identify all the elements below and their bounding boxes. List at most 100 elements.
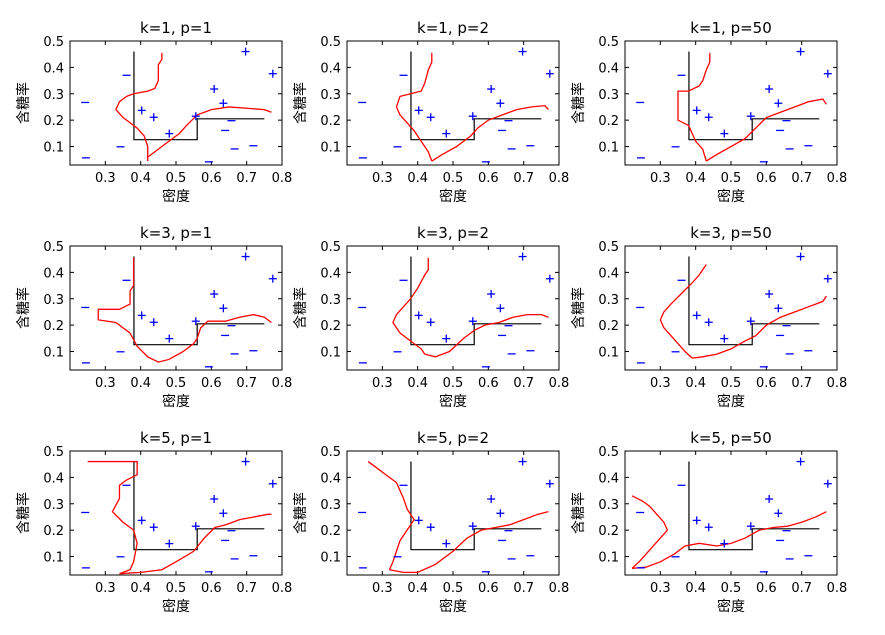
knn-boundary-right: [196, 313, 272, 339]
x-tick-label: 0.4: [685, 171, 706, 186]
knn-boundary-left: [367, 461, 415, 570]
subplot-title: k=5, p=1: [140, 429, 212, 447]
x-tick-label: 0.3: [650, 581, 671, 596]
knn-boundary-right: [632, 511, 827, 570]
subplot-3: k=1, p=50 0.3 0.4 0.5 0.6 0.7 0.8 0.1 0.2 0.3 0.4 0…: [570, 19, 847, 205]
axes-frame: [346, 245, 560, 371]
knn-boundary-left: [115, 52, 163, 162]
subplot-title: k=3, p=2: [417, 224, 489, 242]
y-tick-label: 0.3: [598, 498, 619, 513]
y-tick-label: 0.1: [320, 346, 341, 361]
x-tick-label: 0.5: [721, 171, 742, 186]
x-tick-label: 0.5: [721, 376, 742, 391]
x-tick-label: 0.6: [201, 376, 222, 391]
subplot-title: k=1, p=2: [417, 19, 489, 37]
x-tick-label: 0.3: [95, 376, 116, 391]
knn-boundary-right: [705, 98, 827, 162]
knn-boundary-right: [119, 513, 272, 575]
x-tick-label: 0.7: [513, 581, 534, 596]
x-axis-label: 密度: [717, 598, 745, 615]
x-tick-label: 0.7: [236, 376, 257, 391]
y-axis-label: 含糖率: [292, 492, 309, 534]
y-tick-label: 0.4: [598, 266, 619, 281]
x-tick-label: 0.5: [166, 376, 187, 391]
x-tick-label: 0.3: [372, 171, 393, 186]
y-tick-label: 0.3: [320, 293, 341, 308]
y-axis-label: 含糖率: [570, 82, 587, 124]
plot-area: [636, 252, 832, 368]
x-axis-label: 密度: [439, 598, 467, 615]
y-tick-label: 0.4: [43, 61, 64, 76]
y-tick-label: 0.3: [320, 498, 341, 513]
subplot-6: k=3, p=50 0.3 0.4 0.5 0.6 0.7 0.8 0.1 0.2 0.3 0.4 0…: [570, 224, 847, 410]
x-tick-label: 0.8: [272, 581, 293, 596]
y-tick-label: 0.4: [320, 61, 341, 76]
axes-frame: [346, 40, 560, 166]
decision-tree-boundary: [688, 256, 820, 346]
axes-frame: [69, 245, 283, 371]
x-tick-label: 0.3: [650, 171, 671, 186]
x-tick-label: 0.8: [272, 171, 293, 186]
subplot-title: k=3, p=1: [140, 224, 212, 242]
plot-area: [636, 47, 832, 163]
x-tick-label: 0.6: [756, 171, 777, 186]
subplot-title: k=3, p=50: [690, 224, 772, 242]
knn-boundary-right: [692, 295, 827, 359]
y-axis-label: 含糖率: [292, 287, 309, 329]
x-tick-label: 0.5: [443, 171, 464, 186]
y-tick-label: 0.3: [43, 293, 64, 308]
x-tick-label: 0.7: [236, 171, 257, 186]
x-tick-label: 0.8: [549, 171, 570, 186]
knn-boundary-right: [389, 511, 549, 574]
plot-area: [81, 47, 277, 163]
x-tick-label: 0.6: [478, 581, 499, 596]
decision-tree-boundary: [410, 51, 542, 141]
y-tick-label: 0.1: [598, 551, 619, 566]
y-tick-label: 0.3: [43, 88, 64, 103]
subplot-7: k=5, p=1 0.3 0.4 0.5 0.6 0.7 0.8 0.1 0.2 0.3 0.4 0.…: [15, 429, 292, 615]
x-tick-label: 0.8: [827, 376, 848, 391]
x-tick-label: 0.5: [443, 581, 464, 596]
y-tick-label: 0.5: [43, 35, 64, 50]
decision-tree-boundary: [410, 461, 542, 551]
x-tick-label: 0.4: [407, 581, 428, 596]
y-tick-label: 0.4: [43, 266, 64, 281]
y-tick-label: 0.1: [320, 141, 341, 156]
y-tick-label: 0.4: [598, 471, 619, 486]
x-tick-label: 0.7: [236, 581, 257, 596]
plot-area: [631, 457, 832, 573]
y-tick-label: 0.1: [43, 141, 64, 156]
y-axis-label: 含糖率: [292, 82, 309, 124]
subplot-4: k=3, p=1 0.3 0.4 0.5 0.6 0.7 0.8 0.1 0.2 0.3 0.4 0.…: [15, 224, 292, 410]
x-axis-label: 密度: [162, 188, 190, 205]
x-tick-label: 0.8: [272, 376, 293, 391]
x-axis-label: 密度: [439, 393, 467, 410]
knn-boundary-right: [431, 104, 549, 162]
y-axis-label: 含糖率: [570, 287, 587, 329]
y-tick-label: 0.5: [598, 240, 619, 255]
y-tick-label: 0.2: [43, 319, 64, 334]
x-tick-label: 0.8: [827, 171, 848, 186]
y-tick-label: 0.2: [598, 524, 619, 539]
knn-boundary-left: [631, 495, 669, 569]
x-tick-label: 0.4: [130, 376, 151, 391]
subplot-title: k=1, p=1: [140, 19, 212, 37]
subplot-9: k=5, p=50 0.3 0.4 0.5 0.6 0.7 0.8 0.1 0.2 0.3 0.4 0…: [570, 429, 847, 615]
x-tick-label: 0.3: [95, 171, 116, 186]
x-tick-label: 0.5: [721, 581, 742, 596]
knn-boundary-left: [392, 257, 429, 355]
y-axis-label: 含糖率: [15, 492, 32, 534]
plot-area: [81, 252, 277, 368]
y-tick-label: 0.3: [598, 88, 619, 103]
x-tick-label: 0.3: [95, 581, 116, 596]
plot-area: [358, 457, 554, 574]
subplot-title: k=5, p=2: [417, 429, 489, 447]
y-tick-label: 0.5: [43, 240, 64, 255]
y-tick-label: 0.1: [320, 551, 341, 566]
x-axis-label: 密度: [439, 188, 467, 205]
knn-boundary-right: [424, 313, 549, 358]
x-tick-label: 0.6: [756, 581, 777, 596]
y-tick-label: 0.2: [320, 524, 341, 539]
knn-boundary-left: [659, 264, 707, 359]
